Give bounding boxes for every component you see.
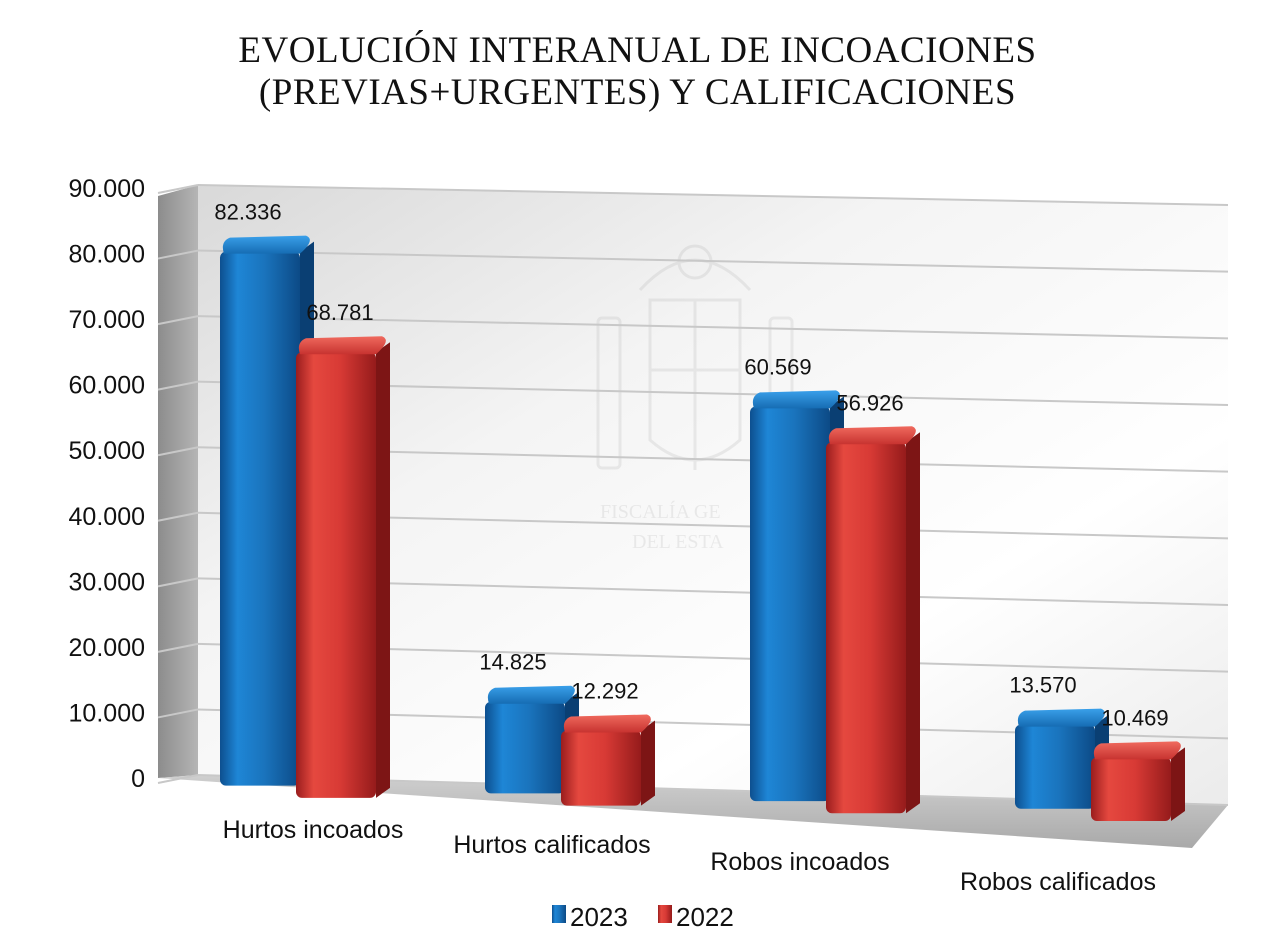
floor bbox=[158, 775, 1228, 848]
watermark-text-1: FISCALÍA GE bbox=[600, 500, 721, 523]
data-label-2023-2: 60.569 bbox=[744, 354, 811, 379]
bar-2022-0 bbox=[296, 336, 390, 798]
x-tick-label: Hurtos calificados bbox=[453, 831, 650, 859]
gridline bbox=[197, 315, 1229, 340]
legend-item-2022: 2022 bbox=[658, 902, 734, 932]
bar-top bbox=[563, 714, 651, 733]
bar-2023-1 bbox=[485, 685, 579, 794]
data-label-2022-2: 56.926 bbox=[836, 390, 903, 415]
gridline-side bbox=[157, 184, 199, 194]
x-tick-label: Robos calificados bbox=[960, 868, 1156, 896]
data-label-2022-0: 68.781 bbox=[306, 300, 373, 325]
bar-front bbox=[296, 352, 376, 798]
bar-front bbox=[1091, 757, 1171, 822]
x-tick-label: Robos incoados bbox=[710, 848, 889, 876]
gridline bbox=[197, 249, 1229, 273]
side-wall bbox=[158, 185, 198, 778]
x-tick-label: Hurtos incoados bbox=[223, 816, 404, 844]
legend-swatch-2022 bbox=[658, 905, 672, 923]
bar-side bbox=[376, 342, 390, 798]
gridline-side bbox=[157, 774, 199, 784]
bar-front bbox=[561, 730, 641, 806]
bar-top bbox=[222, 235, 310, 254]
bar-2022-1 bbox=[561, 714, 655, 806]
bar-side bbox=[906, 432, 920, 814]
y-tick-label: 20.000 bbox=[69, 634, 145, 662]
gridline-side bbox=[157, 708, 199, 719]
data-label-2023-0: 82.336 bbox=[214, 200, 281, 225]
bar-top bbox=[828, 426, 916, 445]
chart-title: EVOLUCIÓN INTERANUAL DE INCOACIONES (PRE… bbox=[0, 30, 1275, 114]
bar-top bbox=[752, 390, 840, 409]
data-label-2022-3: 10.469 bbox=[1101, 705, 1168, 730]
chart-title-line-1: EVOLUCIÓN INTERANUAL DE INCOACIONES bbox=[238, 30, 1037, 71]
y-tick-label: 70.000 bbox=[69, 306, 145, 334]
bar-2022-3 bbox=[1091, 741, 1185, 822]
bar-top bbox=[1093, 741, 1181, 760]
gridline-side bbox=[157, 577, 199, 588]
gridline bbox=[197, 184, 1229, 206]
y-tick-label: 10.000 bbox=[69, 699, 145, 727]
y-tick-label: 60.000 bbox=[69, 372, 145, 400]
bar-front bbox=[750, 406, 830, 802]
data-label-2023-3: 13.570 bbox=[1009, 673, 1076, 698]
bar-side bbox=[1171, 747, 1185, 822]
data-label-2023-1: 14.825 bbox=[479, 650, 546, 675]
watermark-text-2: DEL ESTA bbox=[632, 531, 724, 553]
bar-top bbox=[298, 336, 386, 355]
data-label-2022-1: 12.292 bbox=[571, 679, 638, 704]
legend-label-2023: 2023 bbox=[570, 902, 628, 932]
y-tick-label: 30.000 bbox=[69, 568, 145, 596]
y-tick-label: 40.000 bbox=[69, 503, 145, 531]
legend: 2023 2022 bbox=[552, 902, 734, 932]
y-tick-label: 50.000 bbox=[69, 437, 145, 465]
bar-side bbox=[641, 720, 655, 806]
x-axis: Hurtos incoados Hurtos calificados Robos i… bbox=[223, 816, 1156, 896]
bars bbox=[220, 235, 1185, 822]
bar-2022-2 bbox=[826, 426, 920, 814]
bar-front bbox=[485, 701, 565, 794]
bar-front bbox=[826, 442, 906, 814]
y-tick-label: 90.000 bbox=[69, 175, 145, 203]
chart-title-line-2: (PREVIAS+URGENTES) Y CALIFICACIONES bbox=[258, 72, 1017, 113]
legend-swatch-2023 bbox=[552, 905, 566, 923]
gridline-side bbox=[157, 380, 199, 391]
gridline-side bbox=[157, 249, 199, 260]
bar-top bbox=[487, 685, 575, 704]
gridline-side bbox=[157, 511, 199, 522]
y-axis: 0 10.000 20.000 30.000 40.000 50.000 60.000 70.… bbox=[69, 175, 145, 793]
bar-front bbox=[220, 251, 300, 786]
legend-item-2023: 2023 bbox=[552, 902, 628, 932]
legend-label-2022: 2022 bbox=[676, 902, 734, 932]
y-tick-label: 80.000 bbox=[69, 241, 145, 269]
gridline-side bbox=[157, 315, 199, 326]
bar-top bbox=[1017, 708, 1105, 727]
bar-front bbox=[1015, 724, 1095, 809]
data-labels: 82.336 68.781 14.825 12.292 60.569 56.926 13.5… bbox=[214, 200, 1168, 731]
y-tick-label: 0 bbox=[131, 765, 145, 793]
gridline-side bbox=[157, 446, 199, 457]
gridline-side bbox=[157, 642, 199, 653]
